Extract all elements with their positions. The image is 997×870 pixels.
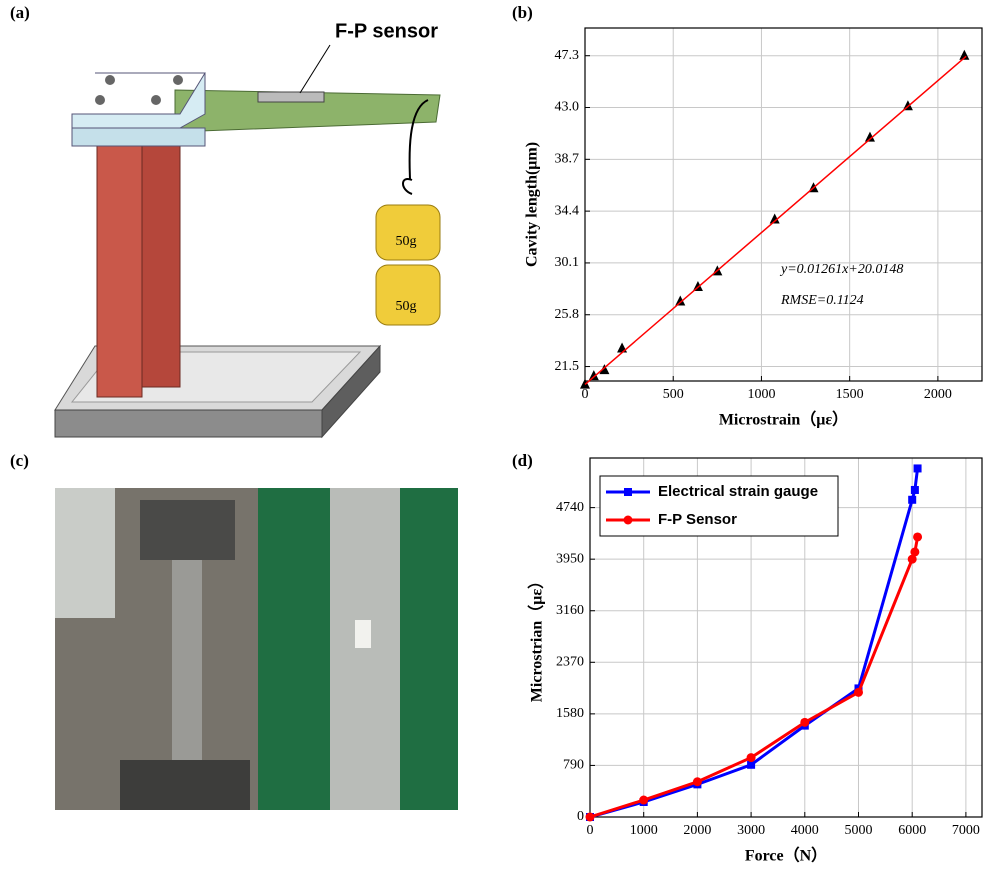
x-tick-label: 6000 bbox=[898, 823, 926, 838]
x-tick-label: 7000 bbox=[952, 823, 980, 838]
x-tick-label: 5000 bbox=[844, 823, 872, 838]
photo-clamp bbox=[140, 500, 235, 560]
y-tick-label: 25.8 bbox=[555, 307, 580, 322]
legend-label: Electrical strain gauge bbox=[658, 483, 818, 500]
photo-specimen-closeup bbox=[330, 488, 400, 810]
bolt bbox=[95, 95, 105, 105]
series-line bbox=[590, 537, 918, 817]
x-tick-label: 1000 bbox=[747, 387, 775, 402]
x-tick-label: 0 bbox=[582, 387, 589, 402]
photo bbox=[55, 488, 458, 810]
point bbox=[911, 486, 919, 494]
column-right bbox=[142, 135, 180, 387]
annotation: RMSE=0.1124 bbox=[780, 293, 864, 308]
y-tick-label: 790 bbox=[563, 758, 584, 773]
legend-label: F-P Sensor bbox=[658, 511, 737, 528]
plot-frame bbox=[585, 28, 982, 381]
x-tick-label: 1000 bbox=[630, 823, 658, 838]
x-tick-label: 4000 bbox=[791, 823, 819, 838]
figure: 50g 50g F-P sensor (a) (b) (c) (d) 21.5 2… bbox=[0, 0, 997, 870]
x-axis-title: Microstrain（με） bbox=[719, 411, 848, 429]
legend-marker bbox=[624, 516, 633, 525]
sensor bbox=[258, 92, 324, 102]
y-tick-label: 1580 bbox=[556, 706, 584, 721]
series-line bbox=[585, 56, 966, 384]
bolt bbox=[105, 75, 115, 85]
weight-label: 50g bbox=[396, 299, 417, 314]
x-axis-title: Force（N） bbox=[745, 847, 827, 865]
y-tick-label: 3160 bbox=[556, 603, 584, 618]
point bbox=[854, 688, 863, 697]
base-front bbox=[55, 410, 322, 437]
photo-sensor bbox=[355, 620, 371, 648]
column-left bbox=[97, 135, 142, 397]
y-tick-label: 3950 bbox=[556, 551, 584, 566]
y-axis-title: Cavity length(μm) bbox=[524, 142, 541, 267]
point bbox=[908, 496, 916, 504]
legend-marker bbox=[624, 488, 632, 496]
point bbox=[913, 532, 922, 541]
point bbox=[910, 547, 919, 556]
point bbox=[675, 295, 685, 305]
photo-clamp bbox=[120, 760, 250, 810]
bolt bbox=[151, 95, 161, 105]
panel-label: (b) bbox=[512, 3, 533, 22]
x-tick-label: 2000 bbox=[924, 387, 952, 402]
point bbox=[747, 753, 756, 762]
y-tick-label: 43.0 bbox=[555, 100, 580, 115]
point bbox=[693, 777, 702, 786]
y-tick-label: 0 bbox=[577, 809, 584, 824]
y-tick-label: 2370 bbox=[556, 655, 584, 670]
sensor-label: F-P sensor bbox=[335, 20, 438, 42]
weight bbox=[376, 205, 440, 260]
point bbox=[589, 370, 599, 380]
photo-window bbox=[55, 488, 115, 618]
bolt bbox=[173, 75, 183, 85]
y-tick-label: 47.3 bbox=[555, 48, 580, 63]
y-axis-title: Microstrian（με） bbox=[528, 573, 546, 702]
point bbox=[800, 718, 809, 727]
weight-label: 50g bbox=[396, 234, 417, 249]
annotation: y=0.01261x+20.0148 bbox=[779, 262, 903, 277]
point bbox=[617, 342, 627, 352]
sensor-pointer bbox=[300, 45, 330, 93]
photo-specimen bbox=[172, 560, 202, 760]
y-tick-label: 21.5 bbox=[555, 359, 580, 374]
panel-label: (a) bbox=[10, 3, 30, 22]
point bbox=[586, 813, 595, 822]
point bbox=[914, 464, 922, 472]
x-tick-label: 3000 bbox=[737, 823, 765, 838]
y-tick-label: 4740 bbox=[556, 500, 584, 515]
panel-label: (c) bbox=[10, 451, 29, 470]
x-tick-label: 2000 bbox=[683, 823, 711, 838]
panel-label: (d) bbox=[512, 451, 533, 470]
y-tick-label: 34.4 bbox=[555, 203, 580, 218]
weight bbox=[376, 265, 440, 325]
y-tick-label: 38.7 bbox=[555, 152, 580, 167]
x-tick-label: 0 bbox=[587, 823, 594, 838]
y-tick-label: 30.1 bbox=[555, 255, 580, 270]
plate-lower bbox=[72, 128, 205, 146]
x-tick-label: 500 bbox=[663, 387, 684, 402]
x-tick-label: 1500 bbox=[836, 387, 864, 402]
cantilever-illustration: 50g 50g F-P sensor bbox=[55, 20, 440, 437]
point bbox=[639, 796, 648, 805]
